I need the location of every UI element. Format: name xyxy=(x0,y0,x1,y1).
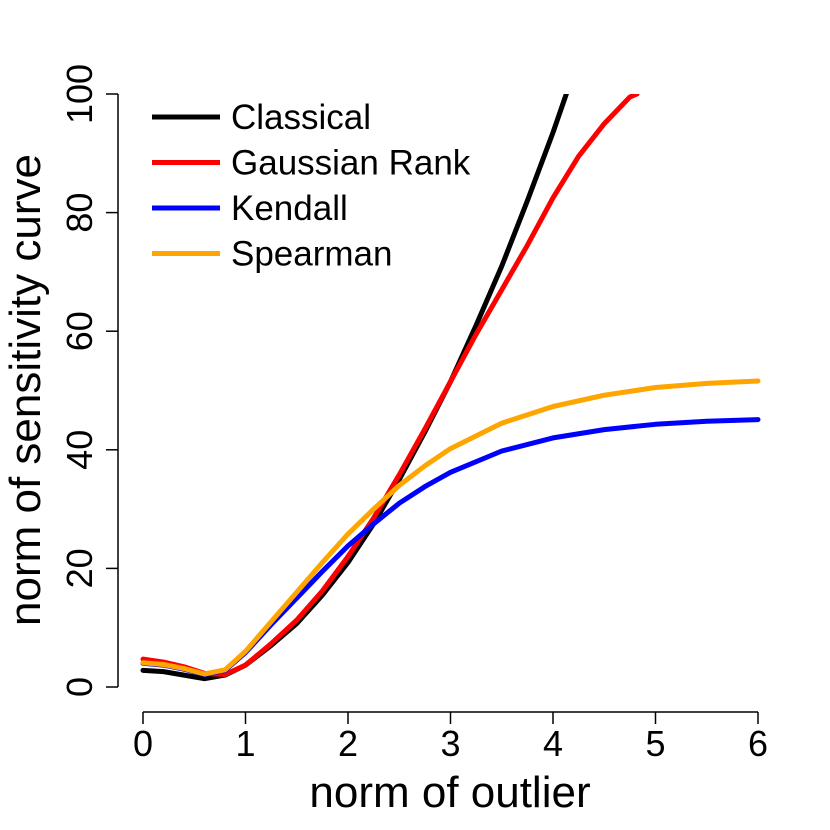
y-tick-label: 0 xyxy=(59,677,100,697)
x-tick-label: 2 xyxy=(338,723,358,764)
y-tick-label: 100 xyxy=(59,64,100,124)
legend-label-gaussian-rank: Gaussian Rank xyxy=(231,144,471,183)
x-tick-label: 0 xyxy=(133,723,153,764)
series-line-spearman xyxy=(140,378,761,677)
series-line-kendall xyxy=(140,417,761,677)
series-line-classical xyxy=(140,94,569,682)
x-tick-label: 6 xyxy=(748,723,768,764)
legend-label-classical: Classical xyxy=(231,98,371,137)
y-tick-label: 60 xyxy=(59,311,100,351)
legend: Classical Gaussian Rank Kendall Spearman xyxy=(152,98,471,274)
x-tick-label: 3 xyxy=(440,723,460,764)
x-tick-label: 5 xyxy=(645,723,665,764)
series-layer xyxy=(140,94,761,682)
x-axis-title: norm of outlier xyxy=(309,768,590,817)
x-tick-label: 1 xyxy=(235,723,255,764)
y-tick-label: 20 xyxy=(59,548,100,588)
y-tick-label: 80 xyxy=(59,193,100,233)
legend-label-kendall: Kendall xyxy=(231,189,348,228)
y-tick-label: 40 xyxy=(59,430,100,470)
x-tick-label: 4 xyxy=(543,723,563,764)
y-axis-title: norm of sensitivity curve xyxy=(1,154,50,626)
legend-label-spearman: Spearman xyxy=(231,235,392,274)
